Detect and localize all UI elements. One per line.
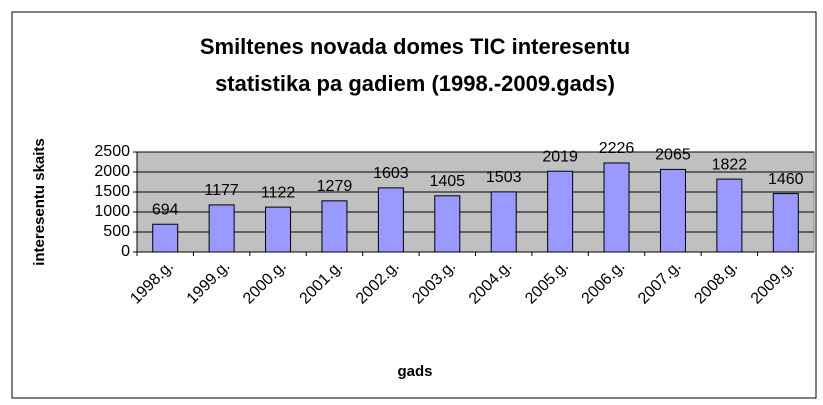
data-label: 2226 [599, 140, 635, 157]
data-label: 694 [152, 201, 179, 218]
bar [377, 187, 404, 253]
y-tick-label: 1000 [94, 203, 130, 220]
bar [603, 162, 630, 253]
data-label: 2065 [655, 147, 691, 164]
plot-area [136, 151, 815, 253]
data-label: 1122 [261, 184, 296, 201]
data-label: 1822 [712, 156, 748, 173]
bar [152, 223, 179, 253]
bar [490, 191, 517, 253]
bar [434, 195, 461, 253]
y-tick-label: 1500 [94, 183, 130, 200]
y-tick-label: 0 [121, 243, 130, 260]
x-axis-label: gads [397, 363, 432, 380]
bar [208, 204, 235, 253]
y-tick-label: 2000 [94, 163, 130, 180]
data-label: 1279 [317, 178, 353, 195]
data-label: 1460 [768, 171, 804, 188]
bar [659, 168, 686, 253]
data-label: 2019 [542, 148, 578, 165]
chart-title: Smiltenes novada domes TIC interesentu [200, 34, 630, 59]
bar [265, 206, 292, 253]
data-label: 1177 [204, 182, 239, 199]
bar [321, 200, 348, 253]
data-label: 1603 [373, 165, 409, 182]
y-axis-label: interesentu skaits [31, 138, 48, 266]
y-tick-label: 2500 [94, 143, 130, 160]
bar [547, 170, 574, 253]
data-label: 1405 [429, 173, 465, 190]
bar [772, 193, 799, 253]
chart-title: statistika pa gadiem (1998.-2009.gads) [215, 71, 615, 96]
bar [716, 178, 743, 253]
data-label: 1503 [486, 169, 522, 186]
y-tick-label: 500 [103, 223, 130, 240]
